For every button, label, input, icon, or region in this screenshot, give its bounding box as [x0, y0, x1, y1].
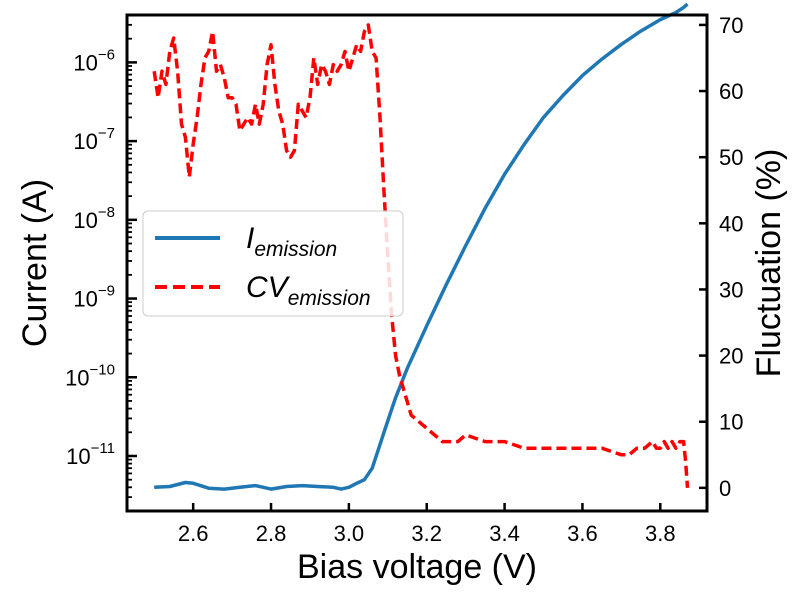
- plot-frame: [125, 13, 709, 513]
- y-tick-label: 10−6: [73, 46, 115, 75]
- y2-tick-label: 50: [719, 145, 743, 170]
- x-tick-label: 3.8: [645, 521, 676, 546]
- y2-tick-label: 70: [719, 13, 743, 38]
- y2-tick-label: 40: [719, 211, 743, 236]
- y-tick-label: 10−11: [66, 440, 115, 469]
- y-axis-title: Current (A): [16, 179, 54, 347]
- x-axis-title: Bias voltage (V): [297, 548, 537, 586]
- x-tick-label: 3.6: [567, 521, 598, 546]
- legend-label-current-sub: emission: [254, 238, 337, 261]
- y2-tick-label: 30: [719, 277, 743, 302]
- x-tick-label: 2.6: [178, 521, 209, 546]
- y-tick-label: 10−9: [73, 283, 115, 312]
- legend-label-fluctuation-main: CV: [246, 271, 291, 304]
- legend-label-fluctuation: CVemission: [246, 271, 371, 310]
- series-line-current: [154, 2, 689, 491]
- ticks-layer: 2.6 2.8 3.0 3.2 3.4 3.6 3.8 10−6 10−7 10−8 10−9 10−…: [65, 13, 743, 546]
- x-tick-label: 2.8: [256, 521, 287, 546]
- y-tick-label: 10−7: [73, 125, 115, 154]
- y-tick-label: 10−8: [73, 204, 115, 233]
- series-layer: [152, 2, 690, 491]
- y2-tick-label: 0: [719, 476, 731, 501]
- y2-tick-label: 10: [719, 410, 743, 435]
- x-tick-label: 3.4: [489, 521, 520, 546]
- x-tick-label: 3.0: [334, 521, 365, 546]
- y-tick-label: 10−10: [65, 361, 115, 390]
- y2-tick-label: 60: [719, 79, 743, 104]
- x-tick-label: 3.2: [411, 521, 442, 546]
- legend-label-current-main: I: [246, 222, 254, 255]
- legend: Iemission CVemission: [142, 210, 404, 317]
- legend-label-current: Iemission: [246, 222, 337, 261]
- legend-label-fluctuation-sub: emission: [288, 287, 371, 310]
- y2-axis-title: Fluctuation (%): [750, 149, 788, 378]
- series-line-fluctuation: [152, 23, 690, 489]
- y2-tick-label: 20: [719, 344, 743, 369]
